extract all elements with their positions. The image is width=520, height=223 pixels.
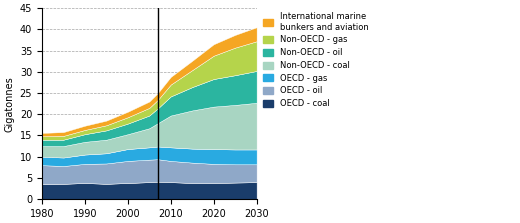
Y-axis label: Gigatonnes: Gigatonnes bbox=[4, 76, 14, 132]
Legend: International marine
bunkers and aviation, Non-OECD - gas, Non-OECD - oil, Non-O: International marine bunkers and aviatio… bbox=[263, 12, 368, 108]
